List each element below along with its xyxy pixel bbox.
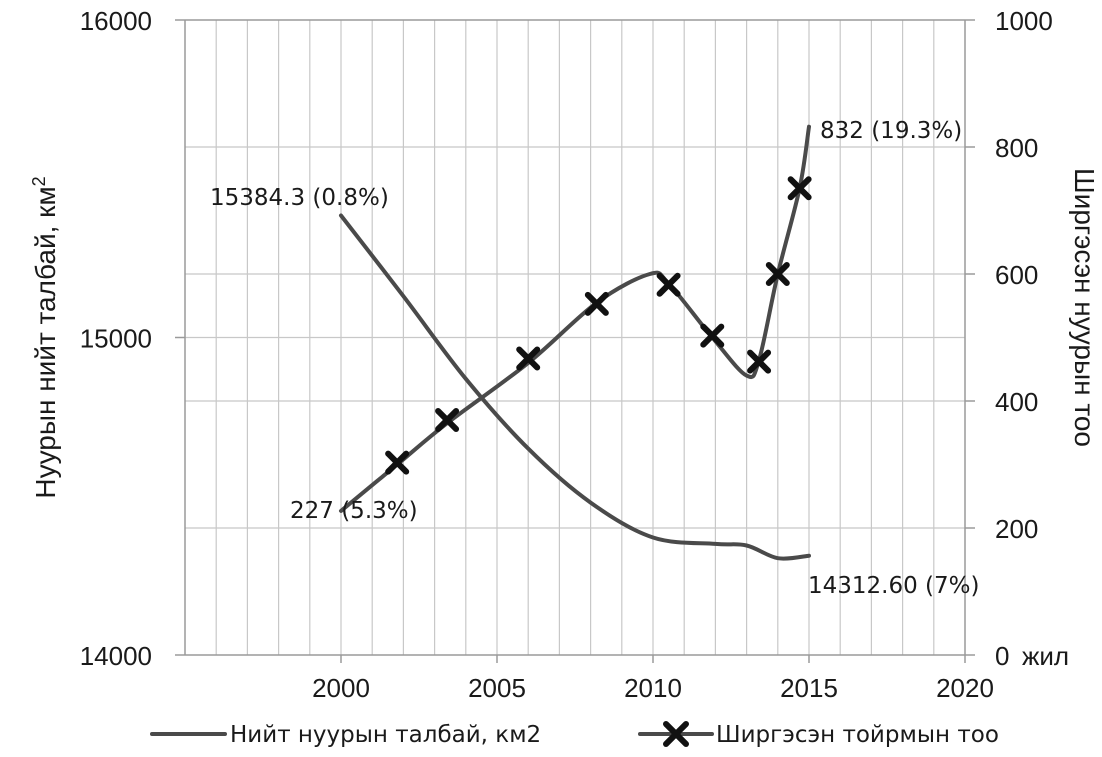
series-line-lake-area — [339, 213, 811, 561]
right-tick-label: 1000 — [995, 6, 1053, 36]
left-axis-title: Нуурын нийт талбай, км2 — [29, 176, 61, 498]
x-unit-label: жил — [1022, 641, 1069, 671]
x-tick-label: 2000 — [312, 673, 370, 703]
left-axis-title-superscript: 2 — [29, 176, 49, 186]
legend-x-marker — [663, 721, 689, 747]
series — [339, 124, 811, 561]
right-axis-title: Ширгэсэн нуурын тоо — [1069, 168, 1100, 447]
x-marker-stroke — [700, 323, 725, 348]
markers — [385, 176, 812, 475]
x-marker-stroke — [656, 272, 681, 297]
left-tick-label: 15000 — [80, 324, 152, 354]
x-marker-stroke — [765, 262, 790, 286]
left-axis-title-text: Нуурын нийт талбай, км — [30, 186, 61, 498]
series-line-dried-lakes — [339, 124, 811, 513]
right-tick-label: 800 — [995, 133, 1038, 163]
x-tick-label: 2010 — [624, 673, 682, 703]
legend-label-dried-lakes: Ширгэсэн тойрмын тоо — [716, 722, 999, 748]
left-tick-label: 16000 — [80, 6, 152, 36]
grid — [185, 20, 965, 655]
x-marker — [385, 450, 410, 475]
x-marker-stroke — [747, 349, 772, 374]
x-marker-stroke — [435, 408, 460, 433]
x-marker — [747, 349, 772, 374]
axes — [175, 19, 975, 663]
data-label: 14312.60 (7%) — [808, 573, 980, 599]
x-marker-stroke — [584, 291, 609, 316]
legend: Нийт нуурын талбай, км2 Ширгэсэн тойрмын … — [150, 721, 999, 748]
labels: 2000 2005 2010 2015 2020 14000 15000 16000 0 200 4… — [29, 6, 1100, 703]
x-tick-label: 2005 — [468, 673, 526, 703]
data-label: 832 (19.3%) — [820, 118, 962, 144]
right-tick-label: 400 — [995, 387, 1038, 417]
x-marker-stroke — [385, 450, 410, 475]
x-tick-label: 2015 — [780, 673, 838, 703]
legend-label-lake-area: Нийт нуурын талбай, км2 — [230, 722, 541, 748]
x-marker-stroke — [663, 721, 689, 747]
x-marker — [584, 291, 609, 316]
x-marker — [516, 346, 541, 371]
right-tick-label: 200 — [995, 514, 1038, 544]
x-marker — [700, 323, 725, 348]
x-marker — [787, 176, 812, 201]
x-marker — [656, 272, 681, 297]
annotations: 15384.3 (0.8%) 832 (19.3%) 227 (5.3%) 14312… — [210, 118, 980, 599]
data-label: 227 (5.3%) — [290, 498, 418, 524]
x-marker-stroke — [516, 346, 541, 371]
right-tick-label: 600 — [995, 260, 1038, 290]
x-marker — [765, 262, 790, 286]
data-label: 15384.3 (0.8%) — [210, 185, 389, 211]
left-tick-label: 14000 — [80, 641, 152, 671]
x-marker-stroke — [787, 176, 812, 201]
right-tick-label: 0 — [995, 641, 1009, 671]
x-tick-label: 2020 — [936, 673, 994, 703]
x-marker — [435, 408, 460, 433]
